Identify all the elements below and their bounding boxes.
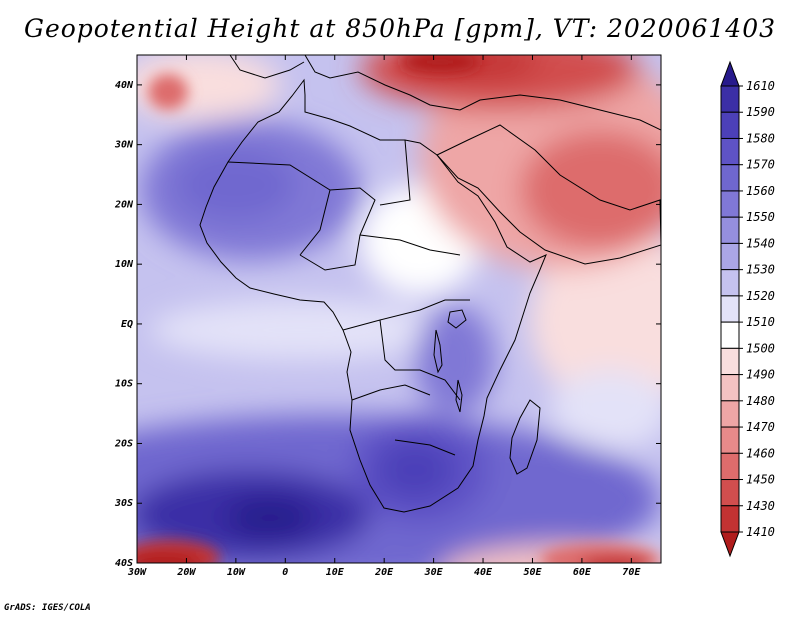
field-se-low-core bbox=[580, 556, 650, 563]
field-nw-pale bbox=[137, 55, 280, 120]
colorbar-label: 1550 bbox=[746, 210, 775, 224]
colorbar-swatch bbox=[720, 190, 740, 218]
x-tick-label: 20W bbox=[176, 567, 196, 578]
coastlines bbox=[199, 55, 661, 513]
x-tick-label: 0 bbox=[282, 567, 288, 578]
colorbar-label: 1520 bbox=[746, 289, 775, 303]
y-tick-label: 30N bbox=[114, 140, 134, 151]
colorbar-label: 1540 bbox=[746, 236, 775, 250]
madagascar-coastline bbox=[509, 399, 541, 475]
colorbar-swatch bbox=[720, 85, 740, 113]
colorbar-swatch bbox=[720, 321, 740, 349]
field-se-ocean-pale bbox=[550, 370, 661, 450]
lake-victoria bbox=[447, 309, 467, 329]
field-sahara-core bbox=[175, 150, 295, 220]
colorbar-label: 1450 bbox=[746, 473, 775, 487]
y-tick-label: 40S bbox=[115, 558, 133, 569]
field-southern-africa-core bbox=[375, 440, 455, 500]
field-nw-low bbox=[148, 74, 188, 110]
arabia-coastline bbox=[436, 124, 661, 265]
colorbar-swatch bbox=[720, 426, 740, 454]
field-south-atlantic-core bbox=[225, 496, 315, 540]
sahara-borders bbox=[227, 139, 461, 271]
colorbar-swatch bbox=[720, 137, 740, 166]
x-tick-label: 10E bbox=[326, 567, 345, 578]
colorbar-label: 1430 bbox=[746, 499, 775, 513]
colorbar-label: 1480 bbox=[746, 394, 775, 408]
colorbar-label: 1580 bbox=[746, 131, 775, 145]
field-arabia-core bbox=[520, 130, 661, 250]
field-indian-ocean bbox=[530, 230, 661, 410]
grads-credit: GrADS: IGES/COLA bbox=[4, 603, 91, 613]
y-tick-label: 10N bbox=[115, 259, 134, 270]
colorbar-label: 1460 bbox=[746, 446, 775, 460]
y-tick-label: 40N bbox=[115, 80, 134, 91]
colorbar-top-arrow bbox=[720, 60, 740, 87]
colorbar-swatch bbox=[720, 479, 740, 507]
colorbar-swatch bbox=[720, 505, 740, 533]
x-tick-label: 60E bbox=[573, 567, 592, 578]
lake-tanganyika bbox=[433, 329, 443, 374]
x-tick-label: 30E bbox=[424, 567, 444, 578]
colorbar-bottom-arrow bbox=[720, 531, 740, 558]
y-tick-label: 30S bbox=[114, 498, 133, 509]
colorbar-swatch bbox=[720, 242, 740, 271]
iberia-coastline bbox=[229, 55, 305, 79]
y-tick-label: EQ bbox=[121, 319, 133, 330]
colorbar-swatch bbox=[720, 400, 740, 428]
colorbar-label: 1530 bbox=[746, 263, 775, 277]
colorbar-label: 1570 bbox=[746, 158, 775, 172]
field-equatorial-pale bbox=[150, 300, 450, 360]
field-east-africa bbox=[415, 305, 495, 415]
colorbar-swatch bbox=[720, 347, 740, 376]
colorbar-swatch bbox=[720, 374, 740, 402]
x-tick-label: 50E bbox=[523, 567, 542, 578]
europe-coastline bbox=[304, 55, 661, 131]
x-tick-label: 20E bbox=[374, 567, 394, 578]
colorbar-label: 1560 bbox=[746, 184, 775, 198]
y-tick-label: 20S bbox=[114, 438, 133, 449]
field-east-med-core bbox=[400, 55, 480, 72]
plot-frame bbox=[136, 54, 662, 564]
colorbar-label: 1410 bbox=[746, 525, 775, 539]
field-sw-low-core bbox=[137, 553, 200, 563]
x-tick-label: 70E bbox=[622, 567, 641, 578]
heatmap-field bbox=[137, 55, 661, 563]
colorbar-swatch bbox=[720, 216, 740, 244]
colorbar-swatch bbox=[720, 111, 740, 139]
colorbar-swatch bbox=[720, 452, 740, 481]
chart-title: Geopotential Height at 850hPa [gpm], VT:… bbox=[23, 14, 777, 43]
y-tick-label: 20N bbox=[114, 199, 134, 210]
lake-malawi bbox=[455, 379, 463, 413]
y-tick-label: 10S bbox=[115, 379, 133, 390]
x-tick-label: 30W bbox=[127, 567, 147, 578]
africa-coastline bbox=[199, 78, 547, 513]
y-axis: 40N 30N 20N 10N EQ 10S 20S 30S 40S bbox=[114, 80, 661, 569]
colorbar: 1610 1590 1580 1570 1560 1550 1540 1530 1520 1510… bbox=[720, 60, 775, 558]
central-africa-borders bbox=[342, 299, 470, 456]
colorbar-label: 1590 bbox=[746, 105, 775, 119]
colorbar-label: 1490 bbox=[746, 368, 775, 382]
colorbar-swatch bbox=[720, 269, 740, 297]
colorbar-label: 1500 bbox=[746, 341, 775, 355]
x-tick-label: 10W bbox=[227, 567, 246, 578]
colorbar-swatch bbox=[720, 164, 740, 192]
colorbar-label: 1510 bbox=[746, 315, 775, 329]
colorbar-swatch bbox=[720, 295, 740, 323]
x-tick-label: 40E bbox=[474, 567, 493, 578]
x-axis: 30W 20W 10W 0 10E 20E 30E 40E 50E 60E 70E bbox=[127, 55, 641, 578]
colorbar-label: 1610 bbox=[746, 79, 775, 93]
colorbar-label: 1470 bbox=[746, 420, 775, 434]
